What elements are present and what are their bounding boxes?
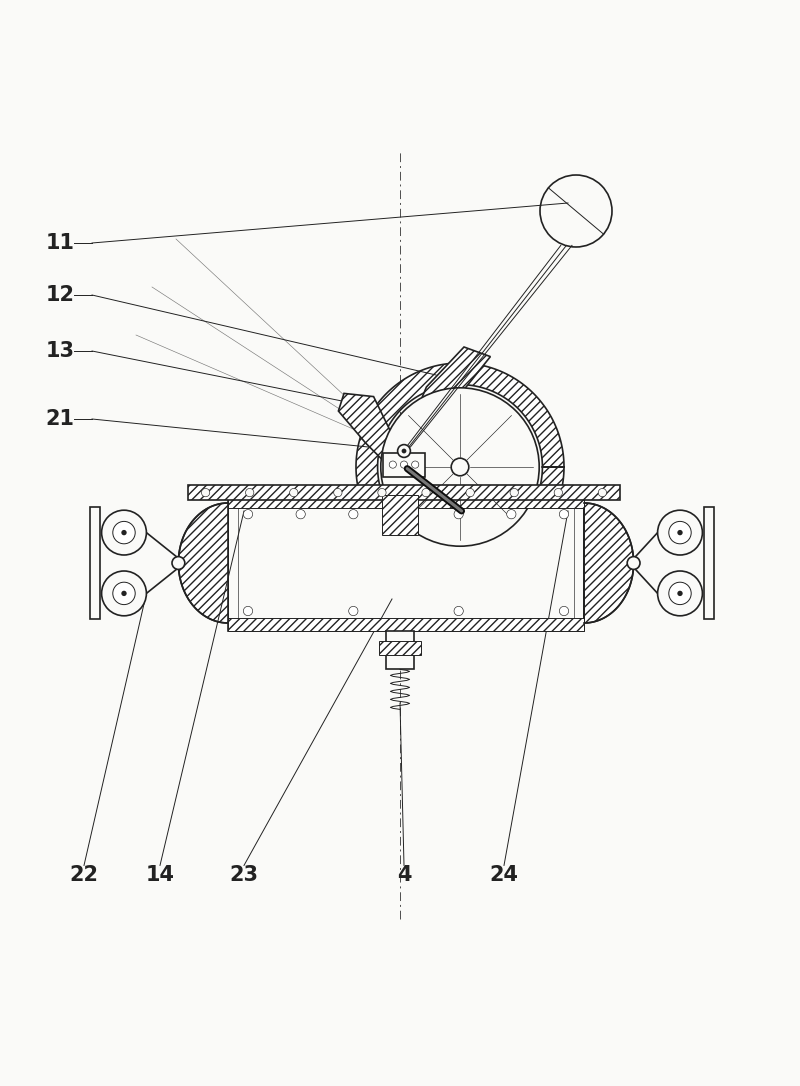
Circle shape [113, 521, 135, 544]
Text: 4: 4 [397, 866, 411, 885]
Circle shape [454, 509, 463, 519]
Circle shape [381, 388, 539, 546]
Circle shape [559, 509, 569, 519]
Bar [386, 631, 414, 669]
Bar [238, 505, 574, 620]
Circle shape [402, 509, 410, 519]
Circle shape [246, 489, 254, 496]
Text: 22: 22 [70, 866, 98, 885]
Bar [188, 485, 620, 500]
Circle shape [658, 510, 702, 555]
Polygon shape [388, 348, 490, 477]
Circle shape [296, 509, 306, 519]
Circle shape [510, 489, 518, 496]
Bar [228, 495, 584, 508]
Circle shape [658, 571, 702, 616]
Circle shape [402, 449, 406, 453]
Circle shape [102, 571, 146, 616]
Circle shape [422, 489, 430, 496]
Circle shape [506, 509, 516, 519]
Text: 14: 14 [146, 866, 174, 885]
Bar [90, 507, 100, 619]
Text: 11: 11 [46, 233, 74, 253]
Circle shape [669, 521, 691, 544]
Circle shape [466, 489, 474, 496]
Circle shape [389, 460, 397, 468]
Text: 21: 21 [46, 409, 74, 429]
Circle shape [398, 444, 410, 457]
Circle shape [172, 557, 185, 569]
Circle shape [678, 591, 682, 596]
Circle shape [290, 489, 298, 496]
Circle shape [400, 460, 408, 468]
Circle shape [678, 530, 682, 535]
Circle shape [451, 458, 469, 476]
Circle shape [113, 582, 135, 605]
Circle shape [334, 489, 342, 496]
Circle shape [554, 489, 562, 496]
Circle shape [202, 489, 210, 496]
Polygon shape [584, 503, 634, 623]
Bar [228, 618, 584, 631]
Circle shape [454, 606, 463, 616]
Circle shape [349, 606, 358, 616]
Text: 24: 24 [490, 866, 518, 885]
Circle shape [559, 606, 569, 616]
Polygon shape [338, 393, 400, 477]
Text: 23: 23 [230, 866, 258, 885]
Polygon shape [178, 503, 228, 623]
Circle shape [378, 489, 386, 496]
Circle shape [627, 557, 640, 569]
Bar [383, 453, 425, 477]
Circle shape [243, 509, 253, 519]
Circle shape [411, 460, 419, 468]
Bar [228, 495, 584, 631]
Text: 13: 13 [46, 341, 74, 361]
Circle shape [243, 606, 253, 616]
Circle shape [122, 591, 126, 596]
Polygon shape [356, 363, 564, 571]
Bar [704, 507, 714, 619]
Circle shape [598, 489, 606, 496]
Circle shape [102, 510, 146, 555]
Circle shape [349, 509, 358, 519]
Bar [382, 495, 418, 535]
Circle shape [122, 530, 126, 535]
Bar [379, 641, 421, 655]
Circle shape [669, 582, 691, 605]
Text: 12: 12 [46, 285, 74, 305]
